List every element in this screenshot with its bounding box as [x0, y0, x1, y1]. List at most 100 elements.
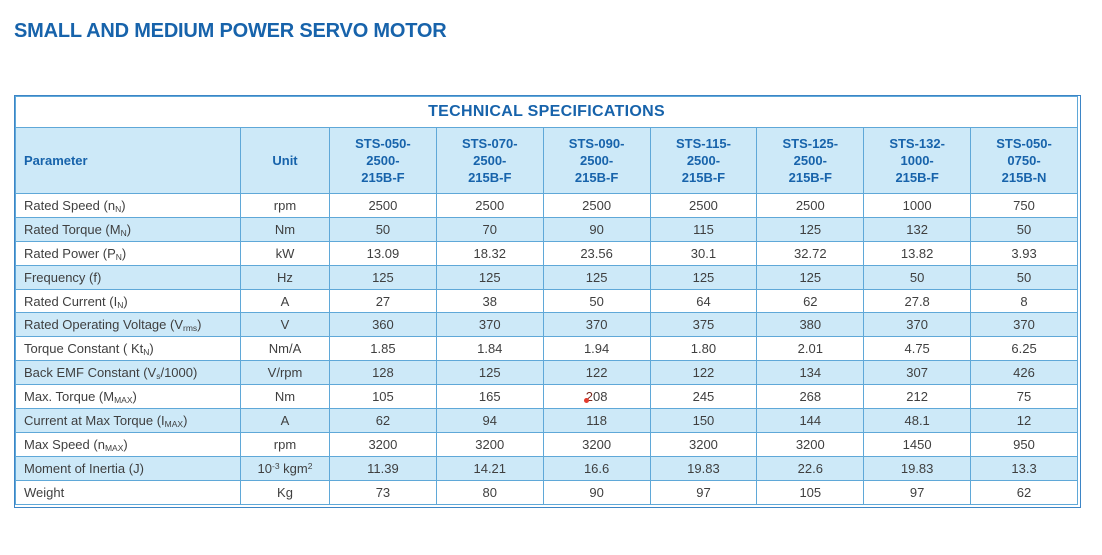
value-cell: 8: [970, 288, 1078, 314]
unit-cell: kW: [240, 240, 330, 266]
value-cell: 3.93: [970, 240, 1078, 266]
table-title: TECHNICAL SPECIFICATIONS: [15, 96, 1078, 128]
page-title: SMALL AND MEDIUM POWER SERVO MOTOR: [14, 20, 447, 42]
value-cell: 1.84: [435, 336, 544, 362]
param-column-header: Parameter: [15, 127, 241, 194]
value-cell: 375: [649, 312, 758, 338]
value-cell: 165: [435, 384, 544, 410]
value-cell: 14.21: [435, 455, 544, 481]
value-cell: 62: [970, 479, 1078, 505]
value-cell: 70: [435, 216, 544, 242]
param-cell: Rated Speed (nN): [15, 193, 241, 218]
value-cell: 125: [649, 264, 758, 290]
param-cell: Back EMF Constant (Vs/1000): [15, 360, 241, 386]
value-cell: 370: [863, 312, 972, 338]
table-row: Rated Operating Voltage (Vrms) V 360 370 370…: [15, 312, 1078, 338]
param-cell: Current at Max Torque (IMAX): [15, 408, 241, 433]
value-cell: 380: [756, 312, 865, 338]
value-cell: 16.6: [542, 455, 651, 481]
value-cell: 208: [542, 384, 651, 410]
value-cell: 1000: [863, 193, 972, 218]
value-cell: 64: [649, 288, 758, 314]
value-cell: 22.6: [756, 455, 865, 481]
value-cell: 125: [756, 216, 865, 242]
value-cell: 23.56: [542, 240, 651, 266]
value-cell: 750: [970, 193, 1078, 218]
model-column-header: STS-050- 2500- 215B-F: [329, 127, 437, 194]
unit-cell: V: [240, 312, 330, 338]
value-cell: 80: [435, 479, 544, 505]
value-cell: 125: [329, 264, 437, 290]
param-cell: Moment of Inertia (J): [15, 455, 241, 481]
table-row: Torque Constant ( KtN) Nm/A 1.85 1.84 1.94 1.…: [15, 336, 1078, 362]
param-cell: Max Speed (nMAX): [15, 431, 241, 457]
param-cell: Weight: [15, 479, 241, 505]
value-cell: 13.3: [970, 455, 1078, 481]
unit-cell: rpm: [240, 193, 330, 218]
value-cell: 90: [542, 216, 651, 242]
value-cell: 19.83: [863, 455, 972, 481]
table-row: Rated Torque (MN) Nm 50 70 90 115 125 132 50: [15, 216, 1078, 242]
value-cell: 122: [542, 360, 651, 386]
table-title-row: TECHNICAL SPECIFICATIONS: [15, 96, 1078, 128]
value-cell: 2500: [756, 193, 865, 218]
value-cell: 38: [435, 288, 544, 314]
table-row: Current at Max Torque (IMAX) A 62 94 118 150 1…: [15, 408, 1078, 433]
param-cell: Rated Torque (MN): [15, 216, 241, 242]
value-cell: 50: [329, 216, 437, 242]
table-row: Rated Power (PN) kW 13.09 18.32 23.56 30.1 32.…: [15, 240, 1078, 266]
unit-cell: Nm: [240, 216, 330, 242]
value-cell: 94: [435, 408, 544, 433]
value-cell: 30.1: [649, 240, 758, 266]
value-cell: 2500: [649, 193, 758, 218]
param-cell: Rated Power (PN): [15, 240, 241, 266]
value-cell: 1.80: [649, 336, 758, 362]
unit-cell: rpm: [240, 431, 330, 457]
value-cell: 50: [970, 216, 1078, 242]
unit-cell: A: [240, 408, 330, 433]
value-cell: 50: [863, 264, 972, 290]
value-cell: 115: [649, 216, 758, 242]
value-cell: 75: [970, 384, 1078, 410]
param-cell: Torque Constant ( KtN): [15, 336, 241, 362]
param-cell: Frequency (f): [15, 264, 241, 290]
value-cell: 3200: [649, 431, 758, 457]
value-cell: 32.72: [756, 240, 865, 266]
value-cell: 125: [542, 264, 651, 290]
value-cell: 1450: [863, 431, 972, 457]
value-cell: 3200: [756, 431, 865, 457]
table-row: Rated Current (IN) A 27 38 50 64 62 27.8 8: [15, 288, 1078, 314]
value-cell: 370: [435, 312, 544, 338]
value-cell: 245: [649, 384, 758, 410]
column-header-row: Parameter Unit STS-050- 2500- 215B-F STS…: [15, 127, 1078, 194]
value-cell: 2500: [542, 193, 651, 218]
table-row: Frequency (f) Hz 125 125 125 125 125 50 50: [15, 264, 1078, 290]
value-cell: 18.32: [435, 240, 544, 266]
unit-cell: Nm: [240, 384, 330, 410]
unit-cell: A: [240, 288, 330, 314]
value-cell: 3200: [435, 431, 544, 457]
table-row: Max Speed (nMAX) rpm 3200 3200 3200 3200 3200 1…: [15, 431, 1078, 457]
value-cell: 97: [863, 479, 972, 505]
value-cell: 27.8: [863, 288, 972, 314]
unit-column-header: Unit: [240, 127, 330, 194]
model-column-header: STS-070- 2500- 215B-F: [435, 127, 544, 194]
value-cell: 11.39: [329, 455, 437, 481]
value-cell: 13.82: [863, 240, 972, 266]
model-column-header: STS-125- 2500- 215B-F: [756, 127, 865, 194]
spec-table-body: Rated Speed (nN) rpm 2500 2500 2500 2500 2500 1…: [15, 193, 1078, 505]
value-cell: 90: [542, 479, 651, 505]
unit-cell: Nm/A: [240, 336, 330, 362]
param-cell: Rated Operating Voltage (Vrms): [15, 312, 241, 338]
model-column-header: STS-090- 2500- 215B-F: [542, 127, 651, 194]
unit-cell: Hz: [240, 264, 330, 290]
spec-table-wrapper: TECHNICAL SPECIFICATIONS Parameter Unit …: [14, 95, 1081, 508]
value-cell: 27: [329, 288, 437, 314]
unit-cell: 10-3 kgm2: [240, 455, 330, 481]
value-cell: 48.1: [863, 408, 972, 433]
value-cell: 307: [863, 360, 972, 386]
param-cell: Max. Torque (MMAX): [15, 384, 241, 410]
value-cell: 50: [542, 288, 651, 314]
value-cell: 132: [863, 216, 972, 242]
table-row: Rated Speed (nN) rpm 2500 2500 2500 2500 2500 1…: [15, 193, 1078, 218]
